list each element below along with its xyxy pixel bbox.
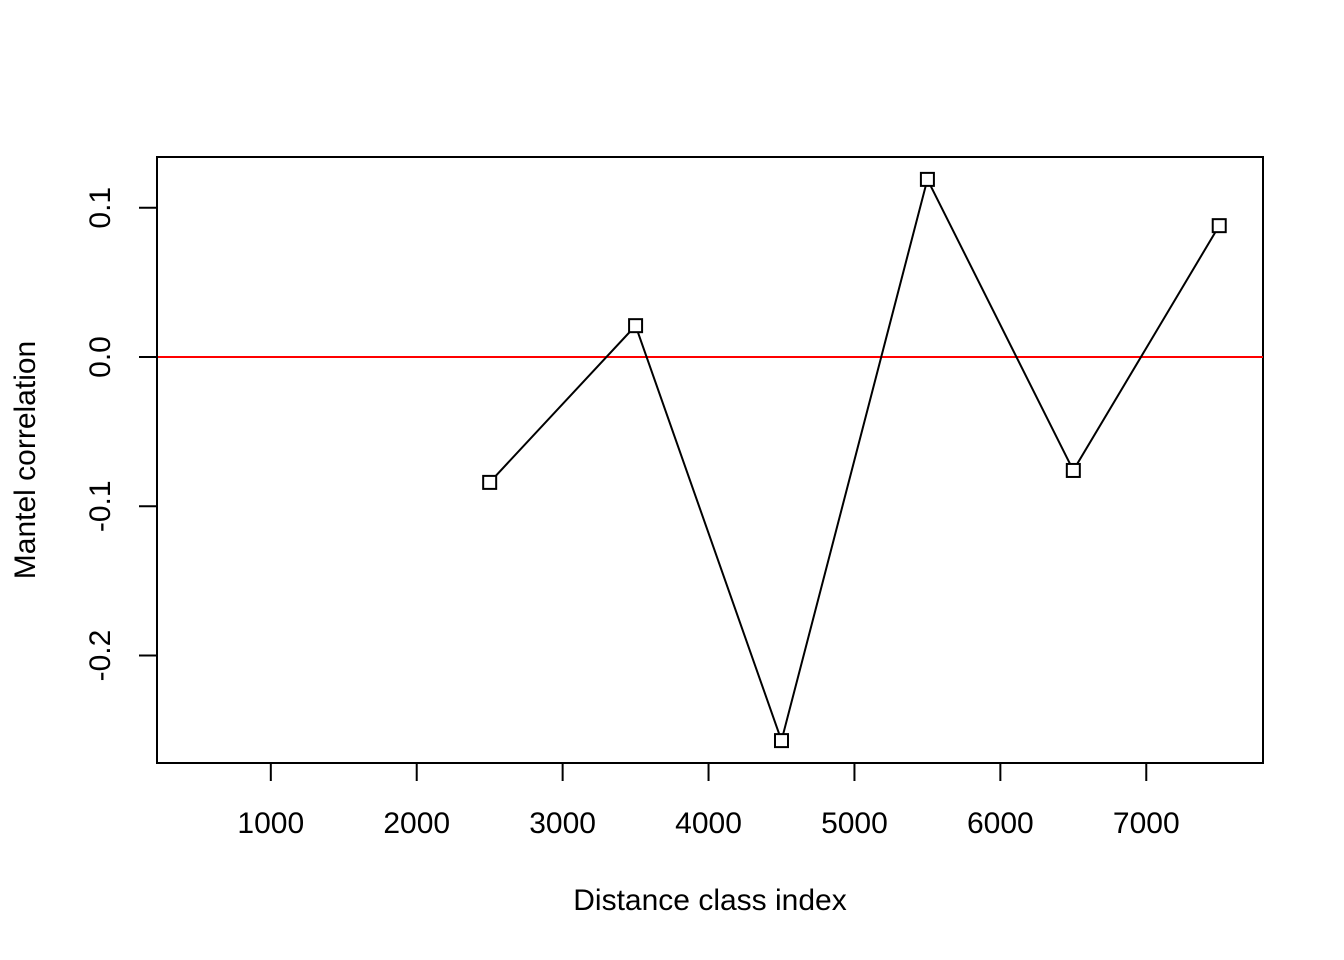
y-tick-label: -0.2: [84, 630, 117, 682]
data-point: [1065, 462, 1081, 478]
y-tick-label: 0.0: [84, 336, 117, 378]
data-point: [919, 171, 935, 187]
x-tick-label: 2000: [383, 807, 450, 840]
data-point: [482, 474, 498, 490]
x-tick-label: 3000: [529, 807, 596, 840]
series-line: [488, 176, 1221, 745]
y-tick-label: -0.1: [84, 480, 117, 532]
x-tick-label: 5000: [821, 807, 888, 840]
data-point: [1211, 218, 1227, 234]
x-tick-label: 6000: [967, 807, 1034, 840]
x-axis-label: Distance class index: [573, 884, 846, 917]
data-point: [773, 733, 789, 749]
data-point: [628, 318, 644, 334]
plot-frame: [156, 156, 1264, 764]
x-tick-label: 7000: [1113, 807, 1180, 840]
y-tick-label: 0.1: [84, 187, 117, 229]
y-axis-label: Mantel correlation: [9, 341, 42, 579]
x-tick-label: 1000: [237, 807, 304, 840]
x-tick-label: 4000: [675, 807, 742, 840]
